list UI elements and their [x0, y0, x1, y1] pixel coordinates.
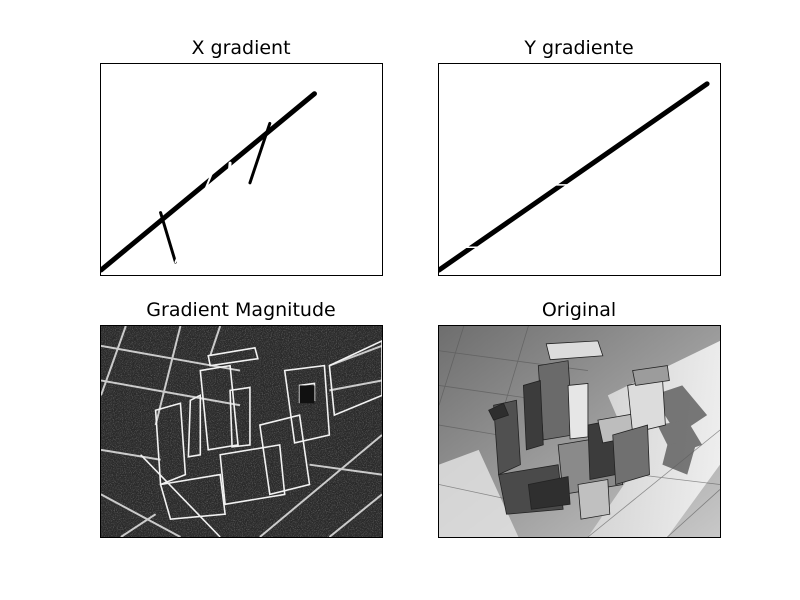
- original-photo: [438, 325, 721, 538]
- gradient-magnitude-image: [100, 325, 383, 538]
- panel-title-original: Original: [541, 299, 617, 321]
- panel-title-y-gradient: Y gradiente: [524, 37, 634, 59]
- x-gradient-image: [100, 63, 383, 276]
- y-gradient-image: [438, 63, 721, 276]
- panel-title-gradient-magnitude: Gradient Magnitude: [146, 299, 336, 321]
- panel-title-x-gradient: X gradient: [191, 37, 291, 59]
